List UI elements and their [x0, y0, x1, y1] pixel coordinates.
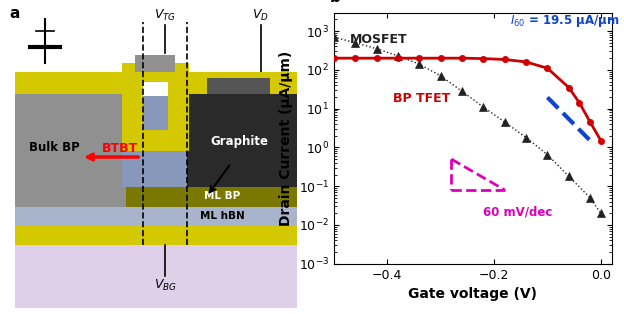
X-axis label: Gate voltage (V): Gate voltage (V)	[408, 287, 537, 301]
Polygon shape	[122, 72, 142, 151]
Text: b: b	[329, 0, 341, 5]
Polygon shape	[135, 55, 175, 72]
Text: ML hBN: ML hBN	[200, 211, 244, 221]
Polygon shape	[123, 185, 297, 207]
Text: 60 mV/dec: 60 mV/dec	[484, 205, 553, 218]
Text: $V_{\mathregular{BG}}$: $V_{\mathregular{BG}}$	[154, 278, 177, 293]
Text: $V_{\mathregular{D}}$: $V_{\mathregular{D}}$	[252, 8, 270, 23]
Text: MOSFET: MOSFET	[350, 33, 407, 46]
Text: $I_{60}$ = 19.5 μA/μm: $I_{60}$ = 19.5 μA/μm	[510, 13, 620, 29]
Text: BP TFET: BP TFET	[392, 92, 450, 105]
Polygon shape	[207, 78, 270, 94]
Text: BTBT: BTBT	[102, 143, 138, 155]
Polygon shape	[15, 72, 126, 94]
Polygon shape	[15, 206, 297, 226]
Polygon shape	[122, 130, 189, 151]
Text: $V_{\mathregular{TG}}$: $V_{\mathregular{TG}}$	[154, 8, 176, 23]
Polygon shape	[187, 94, 297, 187]
Text: Bulk BP: Bulk BP	[29, 141, 79, 154]
Text: Graphite: Graphite	[211, 135, 269, 148]
Text: a: a	[9, 6, 19, 21]
Polygon shape	[122, 96, 189, 187]
Polygon shape	[187, 72, 297, 94]
Y-axis label: Drain Current (μA/μm): Drain Current (μA/μm)	[279, 51, 293, 226]
Text: ML BP: ML BP	[204, 191, 240, 201]
Polygon shape	[15, 242, 297, 308]
Polygon shape	[122, 63, 189, 82]
Polygon shape	[168, 72, 189, 151]
Polygon shape	[15, 225, 297, 245]
Polygon shape	[15, 88, 126, 207]
